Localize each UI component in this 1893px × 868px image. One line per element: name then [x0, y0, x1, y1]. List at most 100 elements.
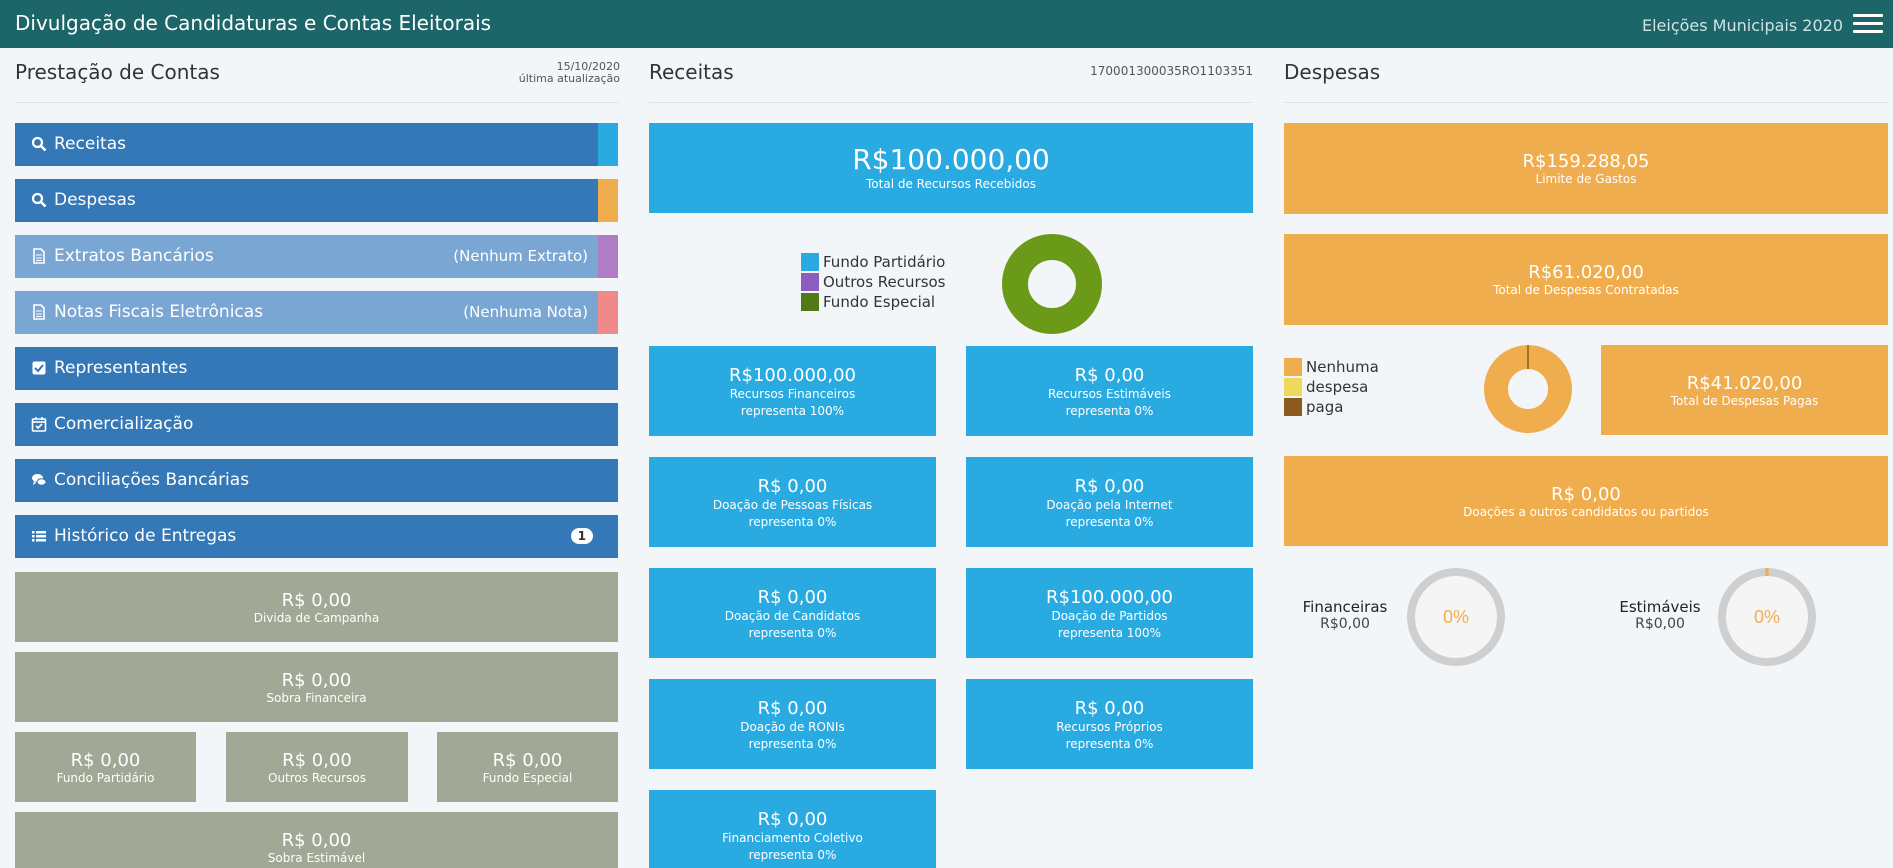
card-share: representa 0% [1065, 404, 1154, 418]
card-share: representa 100% [1057, 626, 1162, 640]
nav-label: Notas Fiscais Eletrônicas [54, 302, 264, 322]
calendar-check-icon [31, 417, 47, 432]
divider [15, 102, 618, 103]
card-caption: Financiamento Coletivo [722, 831, 863, 845]
legend-label: Fundo Especial [823, 293, 936, 311]
legend-item: despesa [1284, 377, 1379, 397]
financeiras-label-group: Financeiras R$0,00 [1300, 598, 1390, 632]
card-value: R$100.000,00 [1045, 587, 1174, 608]
despesas-title: Despesas [1284, 60, 1381, 84]
card-value: R$61.020,00 [1528, 262, 1644, 283]
doacao-partidos-card: R$100.000,00 Doação de Partidos represen… [966, 568, 1253, 658]
card-caption: Doação pela Internet [1046, 498, 1173, 512]
card-caption: Fundo Especial [482, 771, 573, 785]
card-value: R$ 0,00 [757, 476, 828, 497]
prestacao-title: Prestação de Contas [15, 60, 220, 84]
side-color-bar [598, 123, 618, 166]
nav-label: Conciliações Bancárias [54, 470, 250, 490]
card-caption: Total de Despesas Contratadas [1493, 283, 1679, 297]
limite-gastos-card: R$159.288,05 Limite de Gastos [1284, 123, 1888, 214]
legend-swatch [1284, 378, 1302, 396]
receitas-legend: Fundo Partidário Outros Recursos Fundo E… [801, 252, 946, 312]
nav-extratos[interactable]: Extratos Bancários (Nenhum Extrato) [15, 235, 618, 278]
update-label: última atualização [518, 72, 620, 85]
search-icon [31, 136, 47, 152]
card-value: R$ 0,00 [1551, 484, 1621, 505]
legend-swatch [1284, 398, 1302, 416]
app-title: Divulgação de Candidaturas e Contas Elei… [15, 11, 492, 35]
card-value: R$100.000,00 [852, 143, 1050, 176]
card-value: R$ 0,00 [281, 590, 352, 611]
nav-label: Extratos Bancários [54, 246, 214, 266]
card-caption: Fundo Partidário [56, 771, 155, 785]
nav-label: Despesas [54, 190, 136, 210]
nav-note: (Nenhum Extrato) [453, 247, 588, 265]
nav-representantes[interactable]: Representantes [15, 347, 618, 390]
candidate-code: 170001300035RO1103351 [1090, 64, 1253, 78]
card-value: R$159.288,05 [1522, 151, 1650, 172]
recursos-estimaveis-card: R$ 0,00 Recursos Estimáveis representa 0… [966, 346, 1253, 436]
legend-label: Nenhuma [1306, 358, 1379, 376]
receitas-donut [1002, 234, 1102, 334]
card-value: R$ 0,00 [281, 830, 352, 851]
legend-label: Outros Recursos [823, 273, 946, 291]
card-caption: Total de Recursos Recebidos [866, 177, 1036, 191]
legend-label: paga [1306, 398, 1344, 416]
divider [1284, 102, 1888, 103]
card-caption: Sobra Estimável [267, 851, 366, 865]
nav-despesas[interactable]: Despesas [15, 179, 618, 222]
legend-label: despesa [1306, 378, 1369, 396]
nav-historico[interactable]: Histórico de Entregas 1 [15, 515, 618, 558]
card-share: representa 0% [748, 737, 837, 751]
nav-comercializacao[interactable]: Comercialização [15, 403, 618, 446]
list-icon [32, 531, 46, 542]
sobra-estimavel-card: R$ 0,00 Sobra Estimável [15, 812, 618, 868]
gauge-ring [1407, 568, 1505, 666]
update-info: 15/10/2020 última atualização [470, 61, 620, 85]
card-value: R$ 0,00 [492, 750, 563, 771]
gauge-percent: 0% [1754, 607, 1780, 627]
legend-swatch [801, 273, 819, 291]
legend-item: Outros Recursos [801, 272, 946, 292]
card-caption: Total de Despesas Pagas [1670, 394, 1819, 408]
side-color-bar [598, 179, 618, 222]
estimaveis-gauge: 0% [1718, 568, 1816, 666]
card-value: R$ 0,00 [757, 698, 828, 719]
doacao-candidatos-card: R$ 0,00 Doação de Candidatos representa … [649, 568, 936, 658]
card-value: R$ 0,00 [282, 750, 352, 771]
card-value: R$ 0,00 [757, 809, 828, 830]
legend-swatch [801, 253, 819, 271]
card-value: R$ 0,00 [1074, 698, 1145, 719]
count-badge: 1 [570, 528, 593, 544]
card-caption: Divida de Campanha [253, 611, 380, 625]
card-value: R$ 0,00 [757, 587, 828, 608]
nav-conciliacoes[interactable]: Conciliações Bancárias [15, 459, 618, 502]
nav-label: Comercialização [54, 414, 194, 434]
legend-item: paga [1284, 397, 1379, 417]
card-value: R$41.020,00 [1686, 373, 1803, 394]
document-icon [33, 248, 45, 264]
despesas-contratadas-card: R$61.020,00 Total de Despesas Contratada… [1284, 234, 1888, 325]
donut-slice-fundo-especial [1002, 234, 1102, 334]
card-value: R$ 0,00 [1074, 365, 1145, 386]
gauge-value: R$0,00 [1635, 616, 1685, 632]
sobra-financeira-card: R$ 0,00 Sobra Financeira [15, 652, 618, 722]
card-caption: Sobra Financeira [266, 691, 367, 705]
recursos-proprios-card: R$ 0,00 Recursos Próprios representa 0% [966, 679, 1253, 769]
legend-item: Fundo Partidário [801, 252, 946, 272]
legend-item: Fundo Especial [801, 292, 946, 312]
menu-icon[interactable] [1853, 14, 1883, 34]
recursos-financeiros-card: R$100.000,00 Recursos Financeiros repres… [649, 346, 936, 436]
nav-label: Histórico de Entregas [54, 526, 237, 546]
card-caption: Doações a outros candidatos ou partidos [1463, 505, 1709, 519]
election-label[interactable]: Eleições Municipais 2020 [1641, 16, 1843, 35]
side-color-bar [598, 291, 618, 334]
doacoes-outros-card: R$ 0,00 Doações a outros candidatos ou p… [1284, 456, 1888, 546]
nav-receitas[interactable]: Receitas [15, 123, 618, 166]
nav-label: Receitas [54, 134, 126, 154]
checkbox-icon [32, 361, 46, 375]
despesas-donut [1484, 345, 1572, 433]
chat-icon [32, 474, 47, 486]
despesas-pagas-card: R$41.020,00 Total de Despesas Pagas [1601, 345, 1888, 435]
nav-notas-fiscais[interactable]: Notas Fiscais Eletrônicas (Nenhuma Nota) [15, 291, 618, 334]
